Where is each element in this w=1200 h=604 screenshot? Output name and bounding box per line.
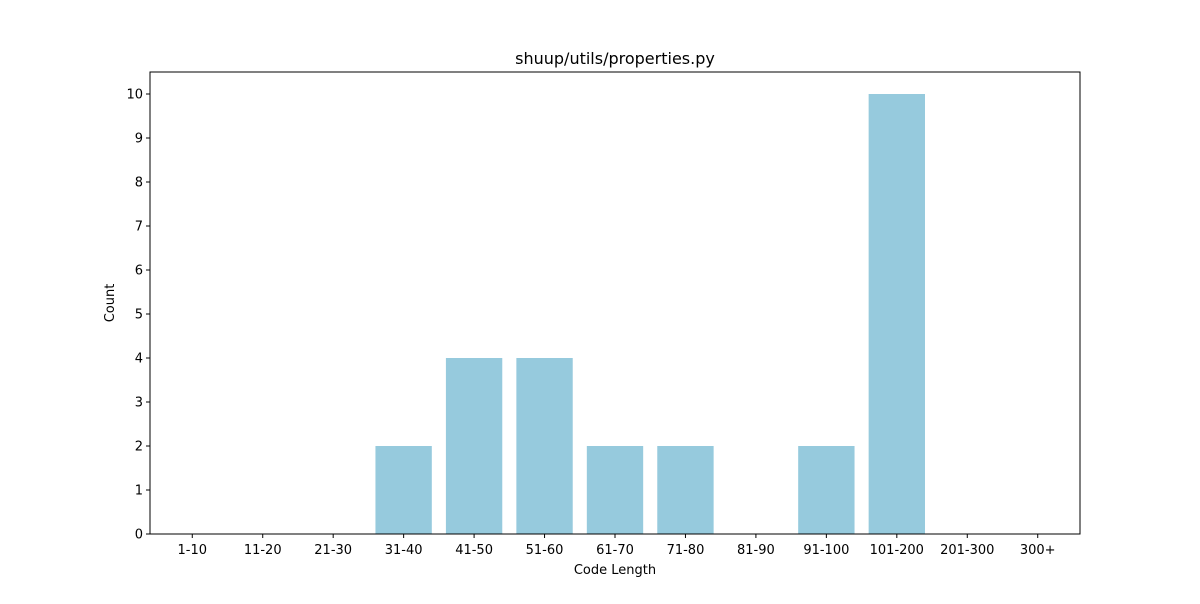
y-tick-label: 6 bbox=[135, 264, 143, 279]
y-tick-label: 8 bbox=[135, 176, 143, 191]
chart-title: shuup/utils/properties.py bbox=[515, 49, 715, 68]
x-axis-label: Code Length bbox=[574, 563, 656, 578]
x-tick-label: 41-50 bbox=[455, 543, 493, 558]
y-tick-label: 1 bbox=[135, 484, 143, 499]
x-tick-label: 1-10 bbox=[178, 543, 208, 558]
x-tick-label: 201-300 bbox=[940, 543, 994, 558]
y-tick-label: 2 bbox=[135, 440, 143, 455]
bar-41-50 bbox=[445, 358, 503, 534]
y-tick-label: 9 bbox=[135, 132, 143, 147]
x-tick-label: 91-100 bbox=[803, 543, 849, 558]
y-axis-label: Count bbox=[103, 284, 118, 323]
x-tick-label: 21-30 bbox=[314, 543, 352, 558]
y-tick-label: 3 bbox=[135, 396, 143, 411]
x-tick-label: 300+ bbox=[1020, 543, 1056, 558]
bar-71-80 bbox=[657, 446, 714, 534]
bar-101-200 bbox=[868, 94, 925, 534]
y-tick-label: 5 bbox=[135, 308, 143, 323]
x-tick-label: 51-60 bbox=[526, 543, 564, 558]
y-axis: 0 1 2 3 4 5 6 7 8 9 10 bbox=[126, 88, 150, 543]
x-axis: 1-10 11-20 21-30 31-40 41-50 51-60 61-70 71-80 8… bbox=[178, 534, 1056, 558]
bar-91-100 bbox=[798, 446, 855, 534]
x-tick-label: 31-40 bbox=[385, 543, 423, 558]
bar-61-70 bbox=[586, 446, 644, 534]
y-tick-label: 4 bbox=[135, 352, 143, 367]
y-tick-label: 10 bbox=[126, 88, 143, 103]
bar-51-60 bbox=[516, 358, 573, 534]
bar-31-40 bbox=[375, 446, 432, 534]
x-tick-label: 81-90 bbox=[737, 543, 775, 558]
y-tick-label: 7 bbox=[135, 220, 143, 235]
x-tick-label: 11-20 bbox=[244, 543, 282, 558]
x-tick-label: 101-200 bbox=[870, 543, 924, 558]
bars-layer bbox=[375, 94, 925, 534]
x-tick-label: 71-80 bbox=[667, 543, 705, 558]
x-tick-label: 61-70 bbox=[596, 543, 634, 558]
y-tick-label: 0 bbox=[135, 528, 143, 543]
